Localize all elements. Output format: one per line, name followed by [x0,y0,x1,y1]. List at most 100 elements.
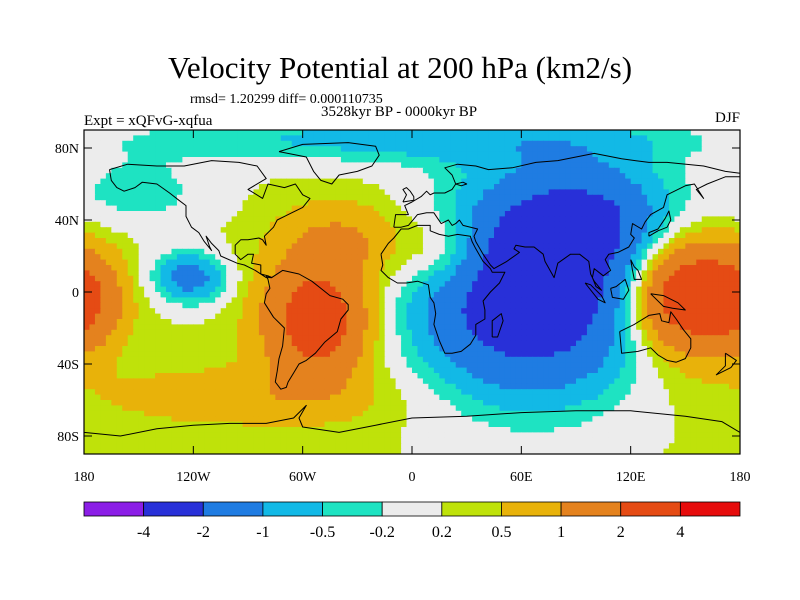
field-cell [679,167,686,174]
field-cell [144,151,151,158]
field-cell [94,227,101,234]
field-cell [526,243,533,250]
field-cell [718,162,725,169]
field-cell [417,140,424,147]
field-cell [269,297,276,304]
field-cell [576,238,583,244]
field-cell [603,232,610,239]
field-cell [537,205,544,212]
field-cell [166,178,173,185]
field-cell [548,281,555,288]
field-cell [237,157,244,163]
field-cell [636,346,643,352]
field-cell [515,232,522,239]
field-cell [422,308,429,315]
field-cell [734,319,740,325]
field-cell [368,227,375,234]
field-cell [663,248,670,255]
field-cell [537,140,544,147]
field-cell [619,340,626,347]
field-cell [608,178,615,185]
field-cell [712,324,719,331]
field-cell [105,167,112,174]
field-cell [559,329,566,336]
field-cell [701,248,708,255]
field-cell [237,254,244,261]
field-cell [729,329,736,336]
field-cell [357,157,364,163]
field-cell [647,324,654,331]
field-cell [368,157,375,163]
field-cell [84,216,91,223]
field-cell [734,270,740,277]
field-cell [734,216,740,223]
field-cell [133,243,140,250]
field-cell [576,302,583,309]
field-cell [586,335,593,342]
field-cell [586,238,593,244]
field-cell [581,275,588,282]
field-cell [176,248,183,255]
field-cell [133,340,140,347]
field-cell [160,232,167,239]
field-cell [357,329,364,336]
field-cell [357,351,364,358]
field-cell [291,173,298,180]
field-cell [685,211,692,217]
field-cell [548,194,555,201]
field-cell [368,232,375,239]
field-cell [176,157,183,163]
field-cell [362,232,369,239]
field-cell [466,313,473,320]
field-cell [335,254,342,261]
field-cell [319,292,326,298]
field-cell [116,270,123,277]
field-cell [417,275,424,282]
field-cell [614,340,621,347]
field-cell [455,302,462,309]
field-cell [515,227,522,234]
field-cell [357,313,364,320]
field-cell [444,302,451,309]
field-cell [532,184,539,190]
field-cell [346,184,353,190]
field-cell [144,270,151,277]
field-cell [248,205,255,212]
field-cell [155,178,162,185]
field-cell [526,292,533,298]
field-cell [647,205,654,212]
field-cell [494,173,501,180]
field-cell [581,189,588,196]
field-cell [625,275,632,282]
field-cell [308,162,315,169]
field-cell [433,297,440,304]
field-cell [723,232,730,239]
field-cell [390,151,397,158]
field-cell [94,292,101,298]
field-cell [231,340,238,347]
field-cell [701,243,708,250]
field-cell [641,275,648,282]
field-cell [390,351,397,358]
field-cell [269,162,276,169]
field-cell [729,167,736,174]
field-cell [346,243,353,250]
field-cell [297,184,304,190]
field-cell [450,205,457,212]
field-cell [499,286,506,293]
field-cell [614,313,621,320]
field-cell [597,189,604,196]
field-cell [668,292,675,298]
field-cell [220,173,227,180]
field-cell [652,340,659,347]
field-cell [204,281,211,288]
field-cell [619,313,626,320]
field-cell [592,243,599,250]
field-cell [647,221,654,228]
field-cell [630,194,637,201]
field-cell [597,329,604,336]
field-cell [182,130,189,136]
field-cell [494,146,501,153]
field-cell [138,340,145,347]
